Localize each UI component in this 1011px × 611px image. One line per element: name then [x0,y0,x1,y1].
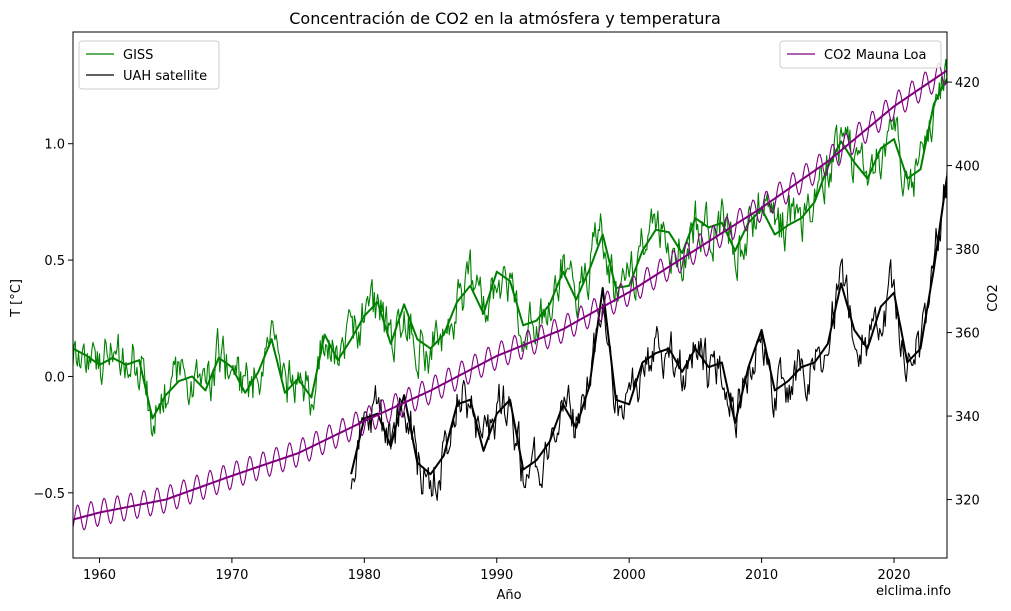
x-tick-label-2020: 2020 [877,568,910,583]
y-left-tick-label: 0.5 [44,254,65,269]
y-right-tick-label-360: 360 [955,327,980,342]
series-layer [73,58,947,531]
y-left-tick-label: 1.0 [44,138,65,153]
y-right-tick-label-400: 400 [955,160,980,175]
y-right-tick-label-380: 380 [955,243,980,258]
x-tick-label-2000: 2000 [613,568,646,583]
legend-label-giss: GISS [123,48,153,63]
y-right-tick-label-340: 340 [955,410,980,425]
series-giss-monthly [73,58,947,437]
x-tick-label-1990: 1990 [480,568,513,583]
legend-label-uah: UAH satellite [123,69,207,84]
series-uah-satellite-smoothed [350,176,947,476]
series-uah-satellite-monthly [350,170,947,501]
chart-title: Concentración de CO2 en la atmósfera y t… [289,9,721,28]
y-right-tick-label-320: 320 [955,494,980,509]
x-axis-label: Año [496,588,521,603]
y-left-tick-label: −0.5 [33,487,65,502]
y-axis-label-right: CO2 [986,284,1001,312]
y-right-tick-label-420: 420 [955,76,980,91]
x-tick-label-2010: 2010 [745,568,778,583]
series-giss-smoothed [73,78,947,420]
legend-label-co2: CO2 Mauna Loa [824,48,926,63]
watermark: elclima.info [876,584,951,599]
axes-layer: 1960 1970 1980 1990 2000 2010 2020 −0.5 0.0 0.5 1.… [33,76,979,583]
x-tick-label-1970: 1970 [215,568,248,583]
legend-left: GISS UAH satellite [78,40,220,90]
series-co2-mauna-loa-smoothed [73,69,947,521]
series-co2-mauna-loa-monthly [73,62,947,531]
y-left-tick-label: 0.0 [44,370,65,385]
plot-frame [72,31,948,559]
x-tick-label-1960: 1960 [83,568,116,583]
legend-right: CO2 Mauna Loa [779,40,942,69]
y-axis-label-left: T [°C] [9,279,24,318]
x-tick-label-1980: 1980 [348,568,381,583]
